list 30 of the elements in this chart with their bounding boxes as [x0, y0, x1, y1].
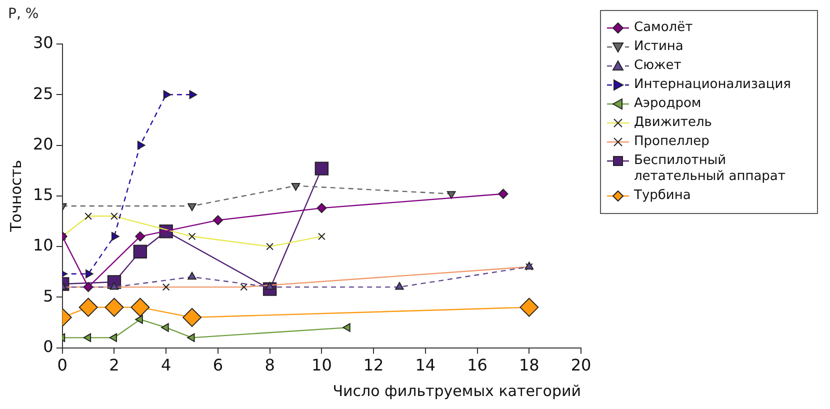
x-axis-title: Число фильтруемых категорий	[332, 382, 581, 400]
x-tick-label: 12	[363, 356, 384, 375]
legend-label: Самолёт	[634, 20, 693, 36]
x-tick-label: 8	[264, 356, 275, 375]
y-tick-label: 5	[43, 286, 54, 306]
x-tick-label: 2	[109, 356, 120, 375]
legend-label: Турбина	[634, 188, 691, 204]
x-tick-label: 16	[467, 356, 488, 375]
y-tick-label: 10	[33, 236, 54, 255]
legend-label: Пропеллер	[634, 134, 710, 150]
x-tick-label: 4	[160, 356, 172, 375]
x-tick-label: 0	[57, 356, 68, 375]
x-tick-label: 14	[415, 356, 436, 375]
legend-label: Беспилотный летательный аппарат	[634, 153, 786, 185]
legend-label: Сюжет	[634, 58, 682, 74]
x-tick-label: 18	[518, 356, 540, 375]
legend-label: Аэродром	[634, 96, 702, 112]
x-tick-label: 10	[312, 356, 332, 375]
legend-label: Движитель	[634, 115, 712, 131]
y-tick-label: 15	[33, 185, 54, 204]
y-tick-label: 30	[33, 33, 54, 52]
y-axis-title: Точность	[6, 160, 25, 233]
y-tick-label: 0	[43, 336, 54, 356]
legend-label: Интернационализация	[634, 77, 791, 93]
x-tick-label: 20	[570, 356, 592, 375]
legend-label: Истина	[634, 39, 684, 55]
y-tick-label: 25	[33, 84, 54, 103]
y-tick-label: 20	[33, 134, 54, 154]
x-tick-label: 6	[212, 356, 224, 375]
text: P, %	[8, 6, 39, 22]
